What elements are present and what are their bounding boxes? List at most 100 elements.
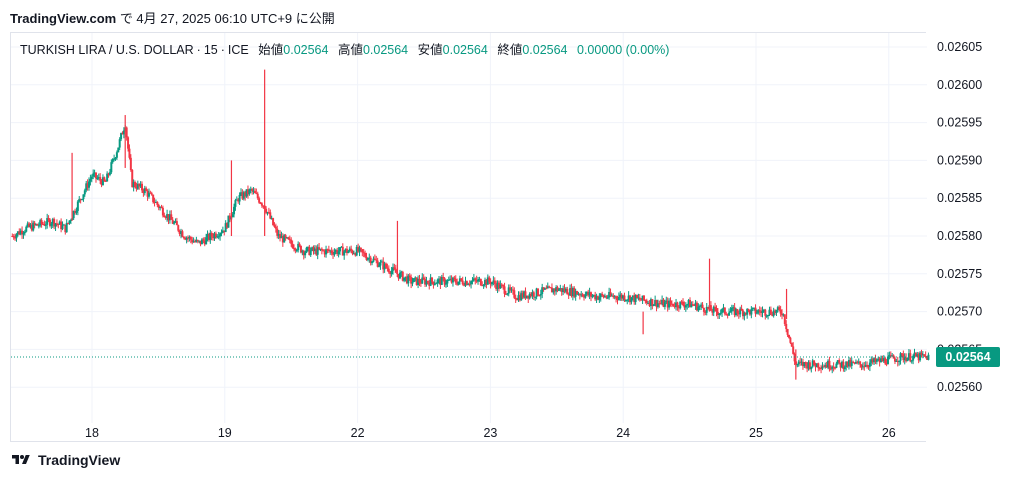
candle-body xyxy=(135,186,138,189)
x-tick-label: 22 xyxy=(351,426,365,440)
candle-body xyxy=(622,295,625,299)
candle-body xyxy=(120,133,123,140)
candle-body xyxy=(517,295,520,300)
candle-body xyxy=(560,288,563,293)
publish-info: で 4月 27, 2025 06:10 UTC+9 に公開 xyxy=(116,11,335,26)
candle-body xyxy=(617,296,620,300)
price-chart[interactable]: 0.025600.025650.025700.025750.025800.025… xyxy=(11,33,1024,443)
candle-body xyxy=(150,193,153,195)
candle-body xyxy=(319,248,322,250)
symbol-name[interactable]: TURKISH LIRA / U.S. DOLLAR xyxy=(20,43,194,57)
candle-body xyxy=(294,248,297,251)
candle-body xyxy=(214,233,217,238)
candle-body xyxy=(61,225,64,230)
high-value: 0.02564 xyxy=(362,43,409,57)
candle-body xyxy=(821,366,824,369)
candle-body xyxy=(69,220,72,222)
candle-body xyxy=(417,278,420,285)
change-value: 0.00000 (0.00%) xyxy=(577,43,670,57)
candle-body xyxy=(641,295,644,301)
candle-body xyxy=(638,297,641,300)
candle-body xyxy=(139,183,142,187)
candle-body xyxy=(386,267,389,269)
candle-body xyxy=(623,295,626,301)
candle-body xyxy=(274,226,277,229)
candle-body xyxy=(686,304,689,306)
candle-body xyxy=(64,224,67,233)
candle-body xyxy=(460,278,463,281)
candle-body xyxy=(415,277,418,285)
candle-body xyxy=(368,257,371,259)
candle-body xyxy=(739,308,742,315)
candle-body xyxy=(651,299,654,306)
candle-body xyxy=(663,302,666,307)
candle-body xyxy=(889,355,892,357)
candle-body xyxy=(524,291,527,299)
candle-body xyxy=(431,277,434,282)
site-name[interactable]: TradingView.com xyxy=(10,11,117,26)
candle-body xyxy=(272,218,275,226)
candle-body xyxy=(899,353,902,361)
candle-body xyxy=(799,361,802,363)
candle-body xyxy=(364,252,367,257)
x-tick-label: 19 xyxy=(218,426,232,440)
candle-body xyxy=(475,279,478,282)
candle-body xyxy=(241,192,244,199)
candle-body xyxy=(610,295,613,297)
candle-body xyxy=(149,192,152,194)
candle-body xyxy=(104,180,107,182)
candle-body xyxy=(199,240,202,245)
candle-body xyxy=(122,130,125,135)
candle-body xyxy=(173,222,176,224)
candle-body xyxy=(513,290,516,298)
candle-body xyxy=(813,360,816,365)
candle-body xyxy=(260,203,263,206)
candle-body xyxy=(292,248,295,250)
candle-body xyxy=(543,288,546,290)
candle-body xyxy=(366,258,369,260)
candle-body xyxy=(741,310,744,317)
candle-body xyxy=(220,232,223,234)
candle-body xyxy=(68,220,71,224)
candle-body xyxy=(682,301,685,305)
candle-body xyxy=(636,294,639,298)
candle-body xyxy=(174,221,177,223)
footer-brand[interactable]: TradingView xyxy=(10,452,120,468)
candle-body xyxy=(200,239,203,245)
candle-body xyxy=(397,274,400,279)
candle-body xyxy=(670,303,673,305)
chart-panel[interactable]: 0.025600.025650.025700.025750.025800.025… xyxy=(10,32,982,442)
candle-body xyxy=(309,250,312,256)
candle-body xyxy=(128,148,131,158)
candle-body xyxy=(637,297,640,299)
candle-body xyxy=(853,362,856,364)
candle-body xyxy=(923,354,926,356)
candle-body xyxy=(470,281,473,285)
candle-body xyxy=(906,357,909,362)
candle-body xyxy=(613,296,616,298)
candle-body xyxy=(500,284,503,286)
candle-body xyxy=(571,288,574,297)
candle-body xyxy=(654,300,657,305)
candle-body xyxy=(195,239,198,242)
candle-body xyxy=(74,210,77,213)
candle-body xyxy=(882,358,885,362)
candle-body xyxy=(820,367,823,369)
candle-body xyxy=(132,182,135,188)
candle-body xyxy=(566,288,569,295)
candle-body xyxy=(345,248,348,254)
candle-body xyxy=(595,296,598,300)
candle-body xyxy=(484,279,487,285)
candle-body xyxy=(605,296,608,298)
candle-body xyxy=(800,361,803,363)
candle-body xyxy=(726,314,729,316)
candle-body xyxy=(729,311,732,313)
candle-body xyxy=(764,309,767,316)
candle-body xyxy=(378,265,381,267)
candle-body xyxy=(287,237,290,240)
candle-body xyxy=(695,302,698,311)
candle-body xyxy=(315,248,318,255)
candle-body xyxy=(142,190,145,194)
candle-body xyxy=(265,208,268,213)
last-price-label: 0.02564 xyxy=(936,347,1000,367)
